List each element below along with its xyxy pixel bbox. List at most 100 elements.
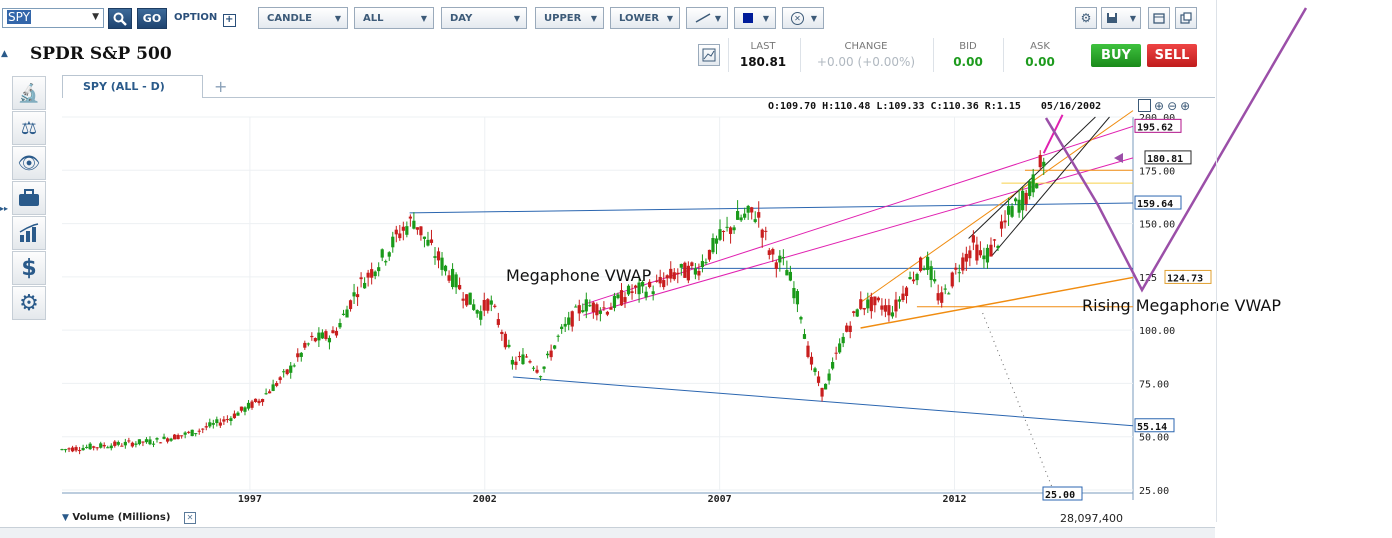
close-volume-icon[interactable]: ✕ (183, 512, 196, 524)
sell-button[interactable]: SELL (1147, 44, 1197, 67)
zoom-reset-icon[interactable]: ⊕ (1180, 99, 1191, 113)
candle-body (190, 429, 194, 437)
candle-body (503, 333, 507, 348)
buy-button[interactable]: BUY (1091, 44, 1141, 67)
tab-spy-all-d[interactable]: SPY (ALL - D) (62, 75, 203, 98)
range-select[interactable]: ALL ▼ (354, 7, 434, 29)
remove-drawings-select[interactable]: ✕ ▼ (782, 7, 824, 29)
candle-body (992, 239, 997, 241)
candle-body (574, 306, 578, 308)
lower-megaphone-line (512, 376, 1134, 427)
page-title: SPDR S&P 500 (30, 44, 172, 64)
candle-body (964, 253, 968, 262)
quote-details-button[interactable] (698, 44, 720, 66)
lower-value: LOWER (619, 12, 660, 24)
candle-body (317, 332, 321, 341)
candle-body (616, 294, 620, 299)
candle-body (338, 323, 342, 328)
candle-body (971, 235, 975, 243)
candle-body (795, 291, 800, 305)
candle-body (1017, 199, 1021, 213)
settings-button[interactable]: ⚙ (1075, 7, 1097, 29)
candle-body (401, 226, 405, 231)
portfolio-button[interactable] (12, 181, 46, 215)
calendar-icon (1153, 13, 1165, 24)
candle-body (1028, 181, 1032, 197)
chevron-down-icon: ▼ (420, 13, 427, 23)
candle-body (310, 335, 314, 338)
candle-body (834, 352, 838, 354)
popout-button[interactable] (1175, 7, 1197, 29)
candle-body (855, 309, 859, 317)
candle-body (714, 238, 719, 244)
candle-body (637, 282, 641, 295)
candle-body (926, 256, 930, 270)
candle-body (897, 299, 902, 302)
expand-icon[interactable]: ▸▸ (0, 204, 9, 213)
color-select[interactable]: ▼ (734, 7, 776, 29)
line-tool-select[interactable]: ▼ (686, 7, 728, 29)
trade-button[interactable]: $ (12, 251, 46, 285)
add-tab-button[interactable]: + (214, 77, 228, 96)
interval-select[interactable]: DAY ▼ (441, 7, 527, 29)
chevron-down-icon[interactable]: ▼ (92, 12, 99, 22)
option-button[interactable]: OPTION + (174, 12, 236, 27)
candle-body (831, 362, 835, 369)
last-label: LAST (750, 41, 776, 52)
candle-body (711, 238, 715, 253)
collapse-icon[interactable]: ▲ (1, 49, 8, 59)
save-button[interactable]: ▼ (1101, 7, 1141, 29)
color-swatch-icon (743, 13, 753, 23)
zoom-in-icon[interactable]: ⊕ (1154, 99, 1165, 113)
research-button[interactable]: 🔬 (12, 76, 46, 110)
candle-body (1003, 220, 1007, 223)
watch-button[interactable]: 👁 (12, 146, 46, 180)
candle-body (725, 226, 729, 228)
price-label: 25.00 (1045, 490, 1075, 501)
upper-indicator-select[interactable]: UPPER ▼ (535, 7, 604, 29)
candle-body (577, 305, 581, 314)
projection-dotted-line (982, 312, 1054, 491)
candle-body (648, 281, 652, 288)
candle-body (1013, 198, 1018, 202)
candle-body (609, 307, 613, 310)
trend-line-icon (695, 13, 711, 23)
settings-side-button[interactable]: ⚙ (12, 286, 46, 320)
chart-type-select[interactable]: CANDLE ▼ (258, 7, 348, 29)
volume-label: Volume (Millions) (72, 512, 171, 523)
candle-body (215, 419, 219, 424)
briefcase-icon (19, 189, 39, 206)
candle-body (781, 257, 785, 259)
popout-icon (1180, 12, 1192, 24)
symbol-input[interactable]: SPY ▼ (2, 8, 104, 28)
search-button[interactable] (108, 8, 132, 29)
calendar-button[interactable] (1148, 7, 1170, 29)
candle-body (246, 402, 251, 409)
lower-indicator-select[interactable]: LOWER ▼ (610, 7, 680, 29)
candle-body (415, 227, 420, 230)
candle-body (662, 280, 666, 288)
megaphone-vwap-lower (583, 157, 1134, 316)
compare-button[interactable]: ⚖ (12, 111, 46, 145)
go-button[interactable]: GO (137, 8, 167, 29)
y-tick-label: 200.00 (1139, 113, 1175, 124)
eye-icon: 👁 (17, 152, 41, 174)
analytics-button[interactable] (12, 216, 46, 250)
candle-body (60, 449, 64, 451)
candle-body (264, 393, 268, 395)
candle-body (598, 310, 602, 314)
candle-body (144, 439, 149, 443)
candle-body (303, 342, 307, 348)
plus-box-icon: + (222, 14, 236, 27)
fit-icon[interactable] (1138, 99, 1151, 112)
volume-panel-header[interactable]: ▼ Volume (Millions) ✕ (62, 512, 196, 524)
price-label-box (1164, 269, 1212, 284)
search-icon (113, 12, 127, 26)
zoom-out-icon[interactable]: ⊖ (1167, 99, 1178, 113)
candle-body (876, 297, 880, 301)
x-tick-label: 1997 (238, 494, 262, 505)
collapse-volume-icon[interactable]: ▼ (62, 513, 69, 523)
candle-body (443, 265, 448, 272)
candle-body (799, 317, 803, 320)
